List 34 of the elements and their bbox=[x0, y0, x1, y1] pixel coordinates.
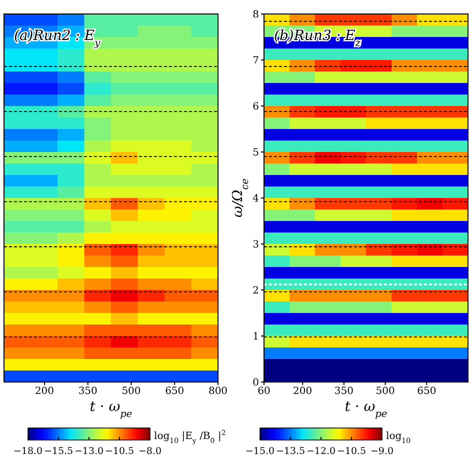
color-bar-label: −10.5 bbox=[104, 446, 134, 457]
x-tick-label: 350 bbox=[78, 386, 98, 398]
x-tick-label: 800 bbox=[208, 386, 228, 398]
y-tick-label: 2 bbox=[252, 286, 259, 297]
color-bar-title: log$_{10}$ |E$_{y}$/B$_{0}$|$^{2}$ bbox=[154, 429, 226, 445]
color-bar-label: −12.0 bbox=[306, 446, 336, 457]
y-tick-label: 0 bbox=[252, 378, 259, 389]
y-tick-label: 5 bbox=[252, 148, 259, 159]
color-bar-label: −15.0 bbox=[245, 446, 275, 457]
color-bar-label: −18.0 bbox=[13, 446, 43, 457]
x-tick-label: 500 bbox=[376, 386, 395, 398]
color-bar-label: −13.5 bbox=[276, 446, 306, 457]
y-tick-label: 4 bbox=[252, 194, 259, 205]
x-axis-title: t · ω$_{pe}$ bbox=[90, 399, 132, 420]
x-tick-label: 650 bbox=[417, 386, 436, 398]
color-bar-label: −10.5 bbox=[336, 446, 366, 457]
color-bar-label: −15.5 bbox=[44, 446, 74, 457]
x-tick-label: 200 bbox=[293, 386, 312, 398]
annotation: (a)Run2 : E$_{y}$ bbox=[14, 28, 101, 48]
x-tick-label: 500 bbox=[122, 386, 141, 398]
x-tick-label: 650 bbox=[165, 386, 184, 398]
color-bar-label: −8.0 bbox=[138, 446, 162, 457]
y-tick-label: 3 bbox=[252, 240, 259, 251]
y-tick-label: 7 bbox=[252, 56, 259, 67]
x-tick-label: 200 bbox=[34, 386, 54, 398]
color-bar-label: −9.0 bbox=[370, 446, 394, 457]
color-bar-label: −13.0 bbox=[74, 446, 104, 457]
x-tick-label: 60 bbox=[258, 386, 270, 398]
y-tick-label: 6 bbox=[252, 102, 259, 113]
color-bar-title: log$_{10}$ bbox=[386, 431, 411, 445]
x-tick-label: 350 bbox=[334, 386, 354, 398]
x-axis-title: t · ω$_{pe}$ bbox=[344, 399, 388, 420]
y-tick-label: 1 bbox=[252, 332, 259, 343]
y-tick-label: 8 bbox=[252, 10, 259, 21]
